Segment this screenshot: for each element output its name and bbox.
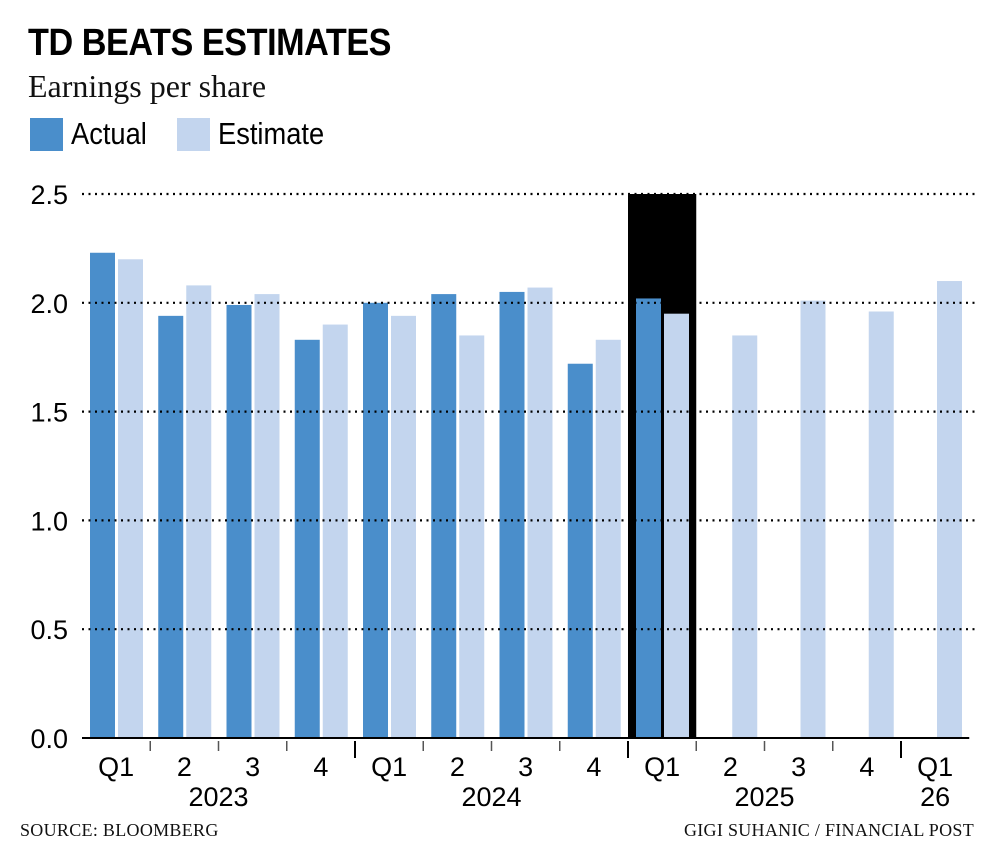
x-tick-label: Q1 — [917, 752, 953, 782]
legend-item-estimate: Estimate — [177, 116, 339, 152]
bar-actual-3 — [294, 339, 320, 738]
bar-estimate-1 — [186, 285, 212, 738]
year-label: 2025 — [734, 782, 794, 812]
bar-estimate-5 — [459, 335, 485, 738]
legend-swatch-actual — [30, 117, 63, 151]
bar-estimate-12 — [937, 281, 962, 738]
x-tick-label: 4 — [859, 752, 874, 782]
x-tick-label: 2 — [723, 752, 738, 782]
x-tick-label: 2 — [177, 752, 192, 782]
y-tick-label: 1.0 — [30, 506, 68, 536]
source-note: SOURCE: BLOOMBERG — [20, 820, 219, 840]
bar-actual-6 — [499, 291, 525, 738]
bar-estimate-7 — [595, 339, 621, 738]
legend-label-actual: Actual — [71, 116, 147, 151]
bar-estimate-2 — [254, 294, 280, 738]
y-tick-label: 0.5 — [30, 615, 68, 645]
x-tick-label: 3 — [518, 752, 533, 782]
y-tick-label: 1.5 — [30, 398, 68, 428]
bar-estimate-11 — [868, 311, 894, 738]
x-tick-label: Q1 — [371, 752, 407, 782]
bar-actual-0 — [90, 252, 115, 738]
bar-actual-7 — [567, 363, 593, 738]
y-tick-label: 0.0 — [30, 724, 68, 754]
year-label: 26 — [920, 782, 950, 812]
x-tick-label: 4 — [313, 752, 328, 782]
legend-item-actual: Actual — [30, 116, 157, 152]
bar-estimate-3 — [322, 324, 348, 738]
bar-actual-8 — [636, 298, 661, 738]
bar-estimate-0 — [118, 259, 143, 738]
legend: Actual Estimate — [30, 116, 359, 152]
x-tick-label: Q1 — [644, 752, 680, 782]
bar-estimate-6 — [527, 287, 553, 738]
chart-subtitle: Earnings per share — [28, 68, 267, 104]
legend-swatch-estimate — [177, 117, 211, 151]
y-tick-label: 2.5 — [30, 180, 68, 210]
x-tick-label: 2 — [450, 752, 465, 782]
year-label: 2023 — [188, 782, 248, 812]
legend-label-estimate: Estimate — [218, 116, 325, 151]
x-tick-label: 3 — [791, 752, 806, 782]
bar-estimate-8 — [664, 313, 689, 738]
year-label: 2024 — [461, 782, 521, 812]
x-tick-label: 4 — [586, 752, 601, 782]
bar-estimate-4 — [391, 315, 416, 738]
chart-title: TD BEATS ESTIMATES — [28, 22, 392, 64]
bar-actual-5 — [431, 294, 457, 738]
x-tick-label: Q1 — [98, 752, 134, 782]
y-tick-label: 2.0 — [30, 289, 68, 319]
bar-actual-1 — [158, 315, 184, 738]
x-tick-label: 3 — [245, 752, 260, 782]
bar-estimate-9 — [732, 335, 758, 738]
credit-note: GIGI SUHANIC / FINANCIAL POST — [683, 820, 974, 840]
